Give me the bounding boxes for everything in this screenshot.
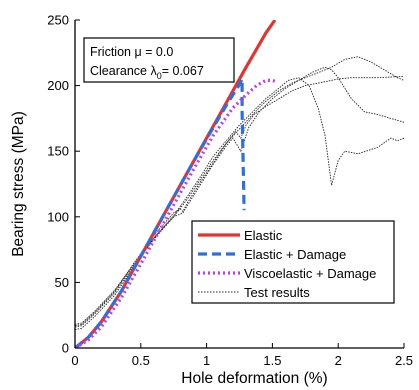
series-lines (75, 20, 404, 348)
legend: Elastic Elastic + Damage Viscoelastic + … (191, 220, 395, 304)
annotation-frame (83, 37, 235, 83)
legend-label-test-results: Test results (244, 285, 310, 300)
y-tick-label: 250 (47, 13, 69, 28)
x-tick-label: 1.5 (263, 353, 281, 368)
y-tick-label: 100 (47, 209, 69, 224)
legend-item-elastic-damage: Elastic + Damage (198, 247, 346, 262)
legend-item-test-results: Test results (198, 285, 310, 300)
y-tick-label: 150 (47, 144, 69, 159)
x-tick-label: 0.5 (132, 353, 150, 368)
axes: 0 0.5 1 1.5 2 2.5 0 50 100 150 200 250 Hole deformat… (10, 13, 413, 388)
y-tick-label: 50 (55, 275, 69, 290)
annotation-clearance-suffix: = 0.067 (162, 64, 204, 78)
legend-item-elastic: Elastic (198, 228, 283, 243)
legend-label-viscoelastic-damage: Viscoelastic + Damage (244, 266, 376, 281)
y-axis-title: Bearing stress (MPa) (10, 111, 27, 257)
x-axis-title: Hole deformation (%) (181, 370, 327, 387)
x-tick-label: 2.5 (395, 353, 413, 368)
legend-item-viscoelastic-damage: Viscoelastic + Damage (198, 266, 376, 281)
annotation-friction: Friction μ = 0.0 (90, 45, 173, 59)
series-viscoelastic-damage (75, 78, 277, 348)
legend-label-elastic-damage: Elastic + Damage (244, 247, 346, 262)
series-test-results-curve-1 (75, 75, 404, 327)
y-tick-label: 0 (62, 341, 69, 356)
y-tick-label: 200 (47, 78, 69, 93)
annotation-clearance: Clearance λ0= 0.067 (90, 64, 204, 81)
x-tick-label: 2 (335, 353, 342, 368)
plot-area (75, 20, 404, 348)
annotation-clearance-subscript: 0 (157, 71, 162, 81)
series-test-results-curve-3 (75, 77, 404, 325)
legend-label-elastic: Elastic (244, 228, 283, 243)
x-tick-label: 0 (71, 353, 78, 368)
annotation-box: Friction μ = 0.0 Clearance λ0= 0.067 (83, 37, 235, 83)
annotation-clearance-prefix: Clearance λ (90, 64, 157, 78)
x-tick-label: 1 (203, 353, 210, 368)
